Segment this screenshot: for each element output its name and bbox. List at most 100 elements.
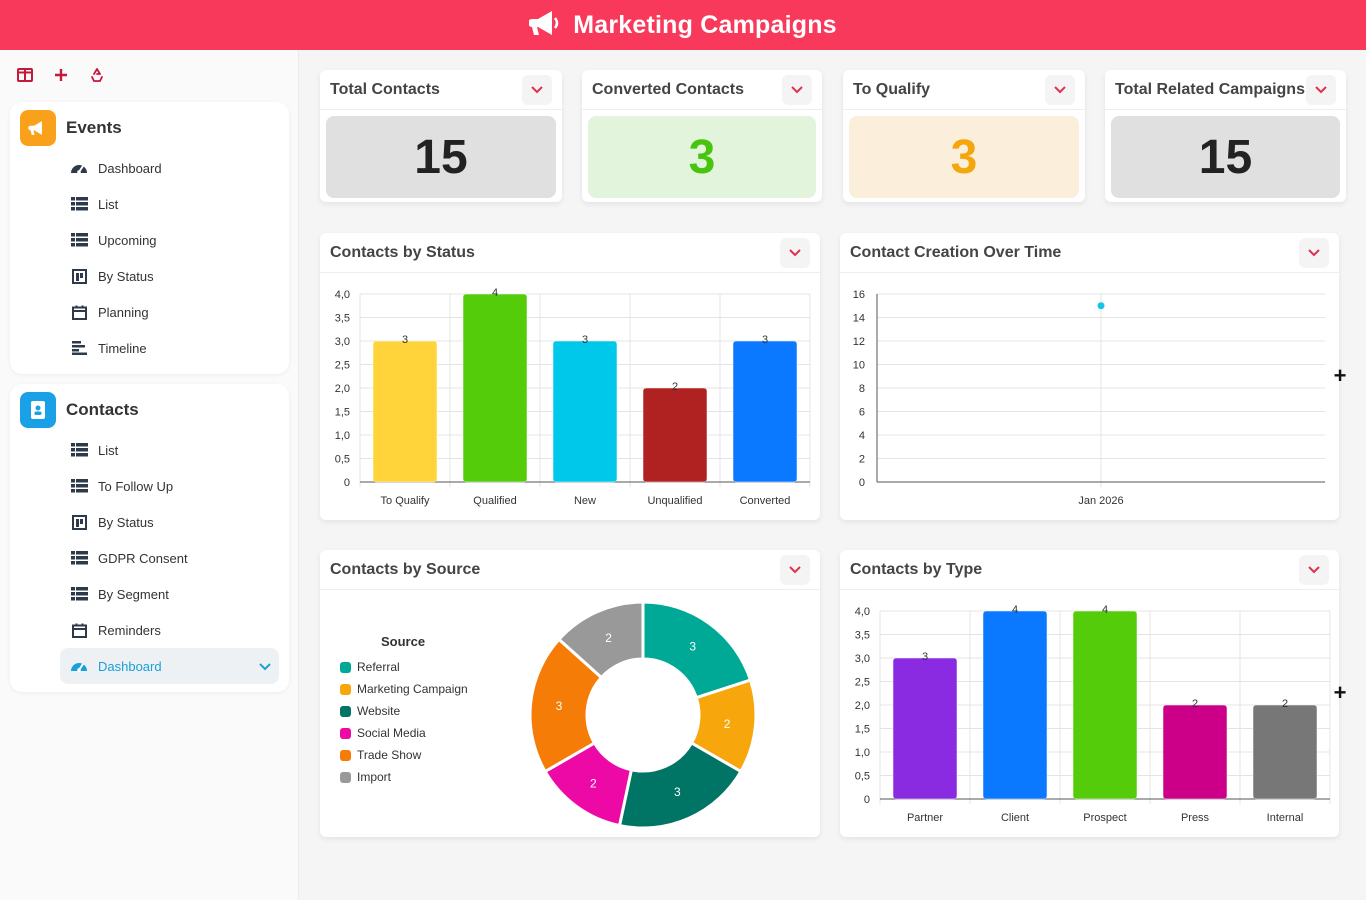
contacts-group-title: Contacts (66, 400, 139, 419)
kanban-icon (70, 267, 88, 285)
sidebar-item-label: Timeline (98, 340, 147, 356)
legend-item[interactable]: Website (340, 704, 400, 718)
layout-icon[interactable] (12, 62, 38, 88)
legend-item[interactable]: Social Media (340, 726, 426, 740)
app-header: Marketing Campaigns (0, 0, 1366, 50)
sidebar-item-list[interactable]: List (10, 432, 279, 468)
legend-label: Import (357, 770, 392, 784)
kpi-title: Total Related Campaigns (1115, 80, 1305, 98)
list-icon (70, 231, 88, 249)
list-icon (70, 549, 88, 567)
y-tick-label: 2,5 (855, 677, 870, 689)
sidebar-item-by-status[interactable]: By Status (10, 504, 279, 540)
y-tick-label: 0,5 (855, 771, 870, 783)
sidebar-item-label: List (98, 196, 119, 212)
y-tick-label: 2 (859, 454, 865, 466)
sidebar-item-dashboard[interactable]: Dashboard (10, 150, 279, 186)
donut-slice (641, 600, 753, 700)
sidebar-toolbar (0, 50, 298, 92)
legend-label: Social Media (357, 726, 426, 740)
sidebar-item-reminders[interactable]: Reminders (10, 612, 279, 648)
y-tick-label: 2,0 (335, 383, 350, 395)
slice-label: 3 (674, 785, 681, 799)
legend-title: Source (381, 634, 426, 649)
y-tick-label: 1,0 (335, 430, 350, 442)
sidebar-item-label: Dashboard (98, 160, 162, 176)
sidebar-item-to-follow-up[interactable]: To Follow Up (10, 468, 279, 504)
sidebar-item-gdpr-consent[interactable]: GDPR Consent (10, 540, 279, 576)
y-tick-label: 0 (859, 477, 865, 489)
chevron-down-icon[interactable] (259, 659, 271, 674)
kpi-card-total-related-campaigns: Total Related Campaigns 15 (1105, 70, 1346, 202)
sidebar-item-timeline[interactable]: Timeline (10, 330, 279, 366)
type-bar-chart: 0 0,5 1,0 1,5 2,0 2,5 3,0 3,5 4,0 3 Partner 4 Client… (855, 604, 1331, 824)
legend-item[interactable]: Import (340, 770, 391, 784)
chevron-down-icon[interactable] (1299, 554, 1329, 585)
chevron-down-icon[interactable] (780, 554, 810, 585)
x-tick-label: Converted (740, 495, 791, 507)
sidebar-item-label: By Status (98, 268, 154, 284)
kpi-card-total-contacts: Total Contacts 15 (320, 70, 562, 202)
y-tick-label: 4 (859, 430, 865, 442)
chevron-down-icon[interactable] (522, 74, 552, 105)
gauge-icon (70, 159, 88, 177)
events-group-header[interactable]: Events (10, 102, 289, 150)
add-icon[interactable]: + (1333, 680, 1347, 705)
kpi-value: 15 (326, 116, 556, 198)
slice-label: 3 (689, 640, 696, 654)
sidebar-item-dashboard[interactable]: Dashboard (60, 648, 279, 684)
x-tick-label: Internal (1267, 812, 1304, 824)
y-tick-label: 2,5 (335, 360, 350, 372)
sidebar-item-label: List (98, 442, 119, 458)
y-tick-label: 3,0 (335, 336, 350, 348)
chevron-down-icon[interactable] (1045, 74, 1075, 105)
add-icon[interactable] (48, 62, 74, 88)
sidebar-item-list[interactable]: List (10, 186, 279, 222)
sidebar-item-by-status[interactable]: By Status (10, 258, 279, 294)
chart-card-contact-creation: Contact Creation Over Time 0 2 4 6 8 10 12 14 16… (840, 233, 1339, 520)
kpi-card-converted-contacts: Converted Contacts 3 (582, 70, 822, 202)
timeline-icon (70, 339, 88, 357)
sidebar-item-label: Planning (98, 304, 149, 320)
sidebar-item-by-segment[interactable]: By Segment (10, 576, 279, 612)
y-tick-label: 3,5 (855, 630, 870, 642)
kpi-title: Total Contacts (330, 80, 440, 98)
megaphone-icon (20, 110, 56, 146)
x-tick-label: Jan 2026 (1078, 495, 1123, 507)
add-icon[interactable]: + (1333, 363, 1347, 388)
bar (372, 340, 438, 483)
contacts-group-header[interactable]: Contacts (10, 384, 289, 432)
chevron-down-icon[interactable] (1299, 237, 1329, 268)
list-icon (70, 195, 88, 213)
y-tick-label: 0 (864, 794, 870, 806)
legend-item[interactable]: Trade Show (340, 748, 421, 762)
bar (462, 293, 528, 483)
bar (1072, 610, 1138, 800)
kpi-title: To Qualify (853, 80, 931, 98)
data-label: 3 (402, 334, 408, 346)
recycle-icon[interactable] (84, 62, 110, 88)
sidebar-item-planning[interactable]: Planning (10, 294, 279, 330)
chevron-down-icon[interactable] (1306, 74, 1336, 105)
bar (892, 657, 958, 800)
chevron-down-icon[interactable] (780, 237, 810, 268)
bar (1252, 704, 1318, 800)
legend-item[interactable]: Marketing Campaign (340, 682, 468, 696)
events-group-title: Events (66, 118, 122, 137)
y-tick-label: 6 (859, 407, 865, 419)
donut-slice (528, 637, 604, 774)
status-bar-chart: 0 0,5 1,0 1,5 2,0 2,5 3,0 3,5 4,0 3 To Qualify 4 Qua… (335, 287, 811, 507)
data-label: 3 (922, 651, 928, 663)
events-group: Events Dashboard List Upcoming By Status Pla… (10, 102, 289, 374)
y-tick-label: 14 (853, 313, 865, 325)
kpi-card-to-qualify: To Qualify 3 (843, 70, 1085, 202)
list-icon (70, 441, 88, 459)
sidebar-item-label: Dashboard (98, 658, 162, 674)
gauge-icon (70, 657, 88, 675)
sidebar-item-upcoming[interactable]: Upcoming (10, 222, 279, 258)
x-tick-label: Qualified (473, 495, 516, 507)
chevron-down-icon[interactable] (782, 74, 812, 105)
chart-title: Contact Creation Over Time (850, 243, 1062, 261)
legend-label: Website (357, 704, 401, 718)
legend-item[interactable]: Referral (340, 660, 400, 674)
